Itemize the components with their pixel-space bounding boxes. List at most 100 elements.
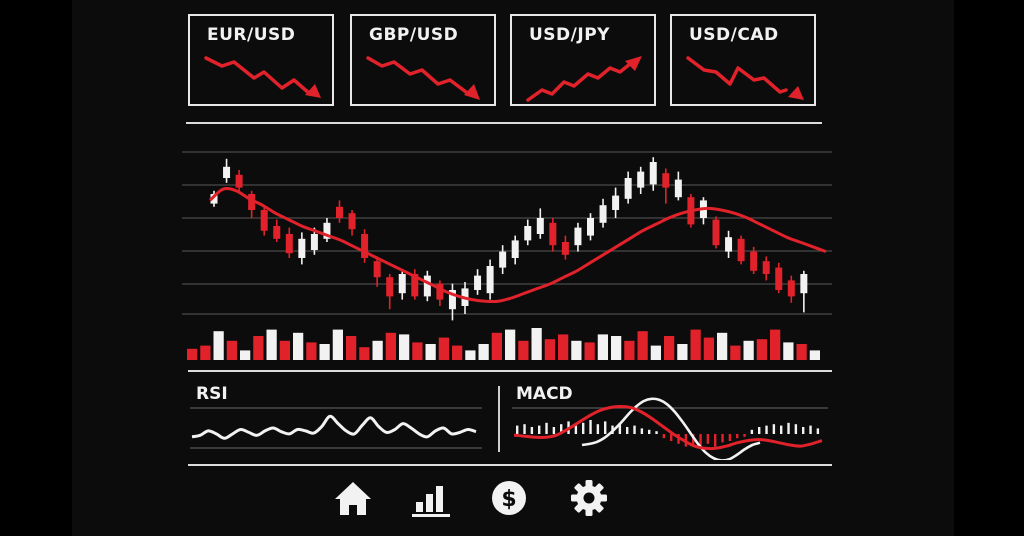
candle[interactable] [285,227,293,258]
macd-histogram-bar [618,422,622,434]
candle[interactable] [474,269,482,295]
macd-histogram-bar [794,424,798,434]
candle[interactable] [373,256,381,287]
candle[interactable] [536,208,544,239]
volume-bar [544,339,555,360]
candle[interactable] [750,246,758,274]
candle[interactable] [762,256,770,281]
candle[interactable] [561,235,569,260]
macd-histogram-bar [765,425,768,434]
candle[interactable] [737,235,745,265]
macd-histogram-bar [728,434,732,441]
volume-bar [624,340,635,360]
candle[interactable] [398,270,406,300]
volume-bar [372,340,383,360]
candle[interactable] [411,269,419,300]
signal-line [513,404,823,451]
candle[interactable] [587,213,594,241]
candle[interactable] [699,197,707,225]
nav-settings-button[interactable] [568,478,610,518]
volume-bar [226,340,237,360]
volume-bar [571,340,582,360]
macd-histogram-bar [692,434,695,446]
rsi-panel[interactable] [186,400,486,458]
volume-bar [664,336,675,360]
volume-bar [438,337,449,360]
candle[interactable] [386,274,394,310]
candle[interactable] [775,262,783,294]
ticker-card-usdjpy[interactable]: USD/JPY [510,14,656,106]
candle[interactable] [674,171,682,201]
nav-home-button[interactable] [332,478,374,518]
candle[interactable] [649,157,657,191]
rsi-line [191,414,477,440]
candle[interactable] [624,171,632,204]
macd-histogram-bar [633,425,636,434]
trend-down-arrow-icon [366,56,480,100]
candle[interactable] [712,216,720,249]
volume-bar [677,344,688,360]
macd-histogram-bar [736,434,739,439]
volume-bar [703,337,714,360]
macd-panel[interactable] [508,384,832,460]
candle[interactable] [248,190,256,218]
candle[interactable] [336,200,343,223]
macd-histogram-bar [589,420,592,434]
candle[interactable] [662,168,670,204]
trend-up-arrow-icon [526,56,642,102]
ticker-card-gbpusd[interactable]: GBP/USD [350,14,496,106]
candle[interactable] [574,222,582,252]
macd-label: MACD [516,384,573,404]
volume-bar [770,329,781,360]
candle[interactable] [223,158,231,183]
macd-histogram-bar [523,424,526,434]
candle[interactable] [448,283,456,321]
nav-charts-button[interactable] [410,478,452,518]
svg-text:$: $ [501,487,516,512]
volume-bar [690,329,701,360]
candle[interactable] [361,229,369,263]
volume-bar [240,350,251,360]
macd-histogram-bar [545,422,548,434]
candle[interactable] [348,210,356,236]
candle[interactable] [298,232,306,265]
candlestick-chart[interactable] [182,138,832,364]
nav-trade-button[interactable]: $ [488,478,530,518]
volume-bar [743,340,754,360]
ticker-card-eurusd[interactable]: EUR/USD [188,14,334,106]
macd-histogram-bar [809,425,812,434]
candle[interactable] [436,280,444,306]
volume-bar [637,331,648,360]
candle[interactable] [499,245,507,274]
candle[interactable] [524,219,532,246]
macd-histogram-bar [816,428,820,434]
volume-bar [796,344,807,360]
candle[interactable] [787,275,795,303]
candle[interactable] [486,259,494,300]
candle[interactable] [235,170,243,193]
candle[interactable] [273,219,281,242]
trend-down-arrow-icon [204,56,321,98]
candle[interactable] [800,270,808,313]
ticker-card-usdcad[interactable]: USD/CAD [670,14,816,106]
home-icon [335,482,371,515]
candle[interactable] [599,198,607,228]
volume-bar [597,334,608,360]
volume-bar [359,347,370,360]
volume-bar [399,334,410,360]
candle[interactable] [423,270,431,302]
candle[interactable] [323,218,331,242]
candle[interactable] [637,166,645,194]
candle[interactable] [260,205,268,236]
candle[interactable] [210,190,218,207]
ticker-symbol: GBP/USD [369,25,459,45]
volume-bar [584,342,595,360]
macd-histogram-bar [758,427,761,434]
bar-chart-icon [412,486,450,517]
candle[interactable] [511,235,519,265]
candle[interactable] [612,187,620,218]
macd-histogram-bar [802,427,805,434]
candle[interactable] [725,230,733,258]
candle[interactable] [549,218,557,252]
volume-bar [253,336,264,360]
